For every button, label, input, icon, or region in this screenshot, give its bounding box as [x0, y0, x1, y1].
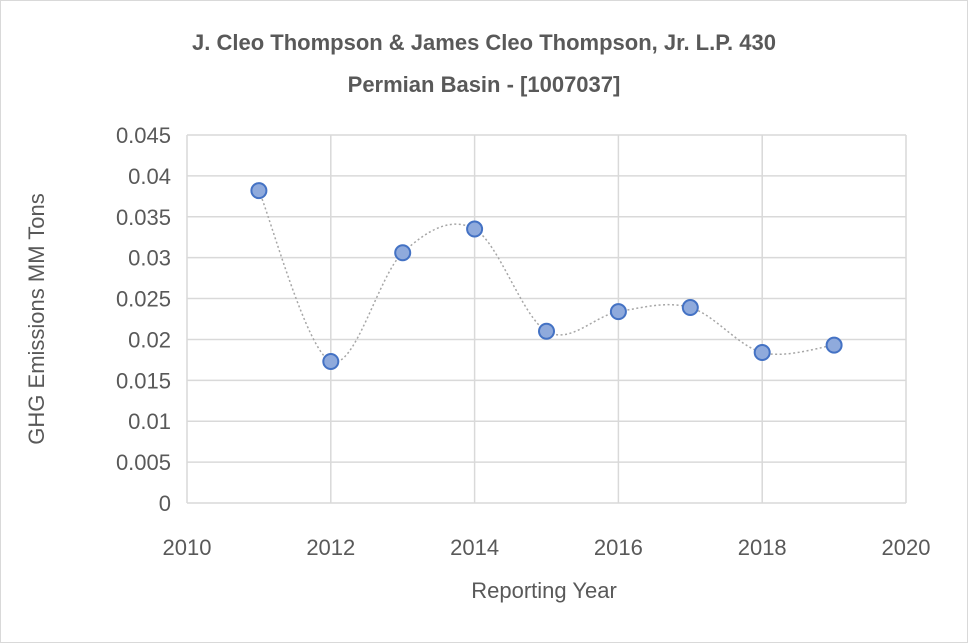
- y-tick-label: 0.01: [128, 409, 171, 434]
- data-point: [538, 322, 555, 340]
- y-tick-label: 0.015: [116, 368, 171, 393]
- data-point: [466, 220, 484, 238]
- data-point: [753, 344, 771, 362]
- y-tick-label: 0.02: [128, 327, 171, 352]
- series-line: [258, 190, 835, 363]
- y-tick-label: 0.04: [128, 164, 171, 189]
- x-tick-label: 2014: [450, 535, 499, 560]
- data-point: [394, 244, 412, 262]
- data-point: [825, 336, 843, 354]
- x-tick-label: 2016: [594, 535, 643, 560]
- y-tick-label: 0.035: [116, 205, 171, 230]
- y-tick-label: 0: [159, 491, 171, 516]
- x-tick-label: 2018: [738, 535, 787, 560]
- x-tick-label: 2012: [306, 535, 355, 560]
- x-axis-label: Reporting Year: [471, 578, 617, 603]
- x-tick-label: 2020: [882, 535, 931, 560]
- data-point: [681, 299, 699, 317]
- y-axis-label: GHG Emissions MM Tons: [24, 193, 49, 444]
- y-tick-label: 0.045: [116, 123, 171, 148]
- x-tick-label: 2010: [163, 535, 212, 560]
- data-point: [609, 303, 627, 321]
- data-point: [322, 353, 340, 371]
- y-tick-label: 0.025: [116, 287, 171, 312]
- chart-title-line-1: J. Cleo Thompson & James Cleo Thompson, …: [192, 30, 776, 55]
- y-tick-label: 0.005: [116, 450, 171, 475]
- chart-title-line-2: Permian Basin - [1007037]: [348, 72, 621, 97]
- y-tick-label: 0.03: [128, 246, 171, 271]
- data-point: [250, 182, 268, 200]
